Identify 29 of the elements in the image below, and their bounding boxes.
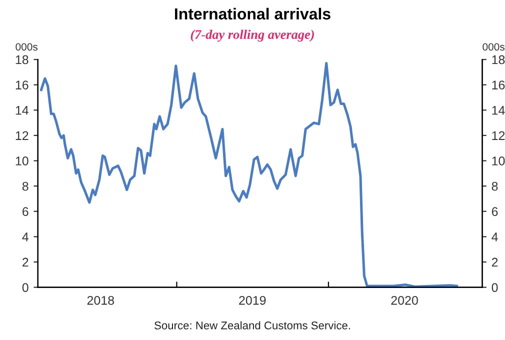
y-axis-title: 000s xyxy=(16,43,38,51)
y-tick-label: 0 xyxy=(22,283,28,292)
y2-tick-label: 0 xyxy=(492,283,498,292)
y2-tick-label: 18 xyxy=(492,55,505,64)
x-tick-label: 2019 xyxy=(239,296,266,305)
x-tick-label: 2018 xyxy=(87,296,114,305)
y-tick-label: 16 xyxy=(16,80,28,90)
chart-subtitle: (7-day rolling average) xyxy=(190,30,314,42)
y-tick-label: 2 xyxy=(22,258,28,267)
y-tick-label: 10 xyxy=(16,156,28,166)
y2-tick-label: 12 xyxy=(492,131,505,140)
y-tick-label: 14 xyxy=(16,106,28,115)
y2-tick-label: 6 xyxy=(492,207,498,216)
x-tick-label: 2020 xyxy=(391,296,418,305)
source-note: Source: New Zealand Customs Service. xyxy=(154,321,350,330)
chart-title: International arrivals xyxy=(175,8,330,20)
y-tick-label: 18 xyxy=(16,55,28,64)
y2-tick-label: 16 xyxy=(492,80,505,90)
y2-tick-label: 8 xyxy=(492,182,498,191)
y2-tick-label: 10 xyxy=(492,156,505,166)
y-tick-label: 4 xyxy=(22,232,28,242)
line-series xyxy=(40,62,458,288)
y-tick-label: 8 xyxy=(22,182,28,191)
y2-tick-label: 14 xyxy=(492,106,505,115)
y2-tick-label: 4 xyxy=(492,232,498,242)
y-tick-label: 6 xyxy=(22,207,28,216)
y-tick-label: 12 xyxy=(16,131,28,140)
y2-tick-label: 2 xyxy=(492,258,498,267)
y2-axis-title: 000s xyxy=(482,43,504,51)
